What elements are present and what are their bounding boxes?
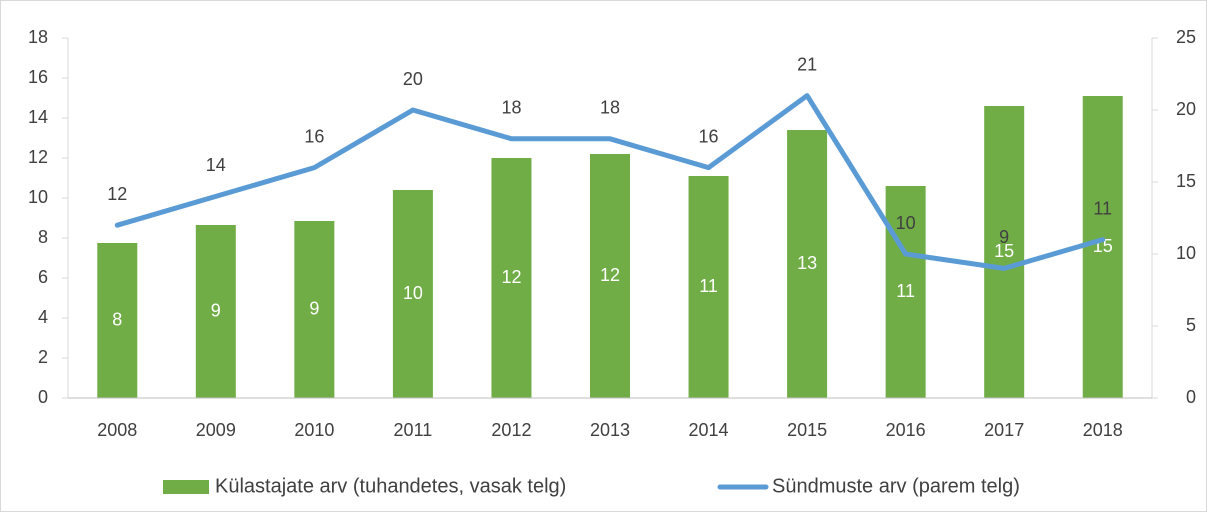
line-label: 16: [699, 126, 719, 146]
x-tick-label: 2016: [886, 420, 926, 440]
line-label: 12: [107, 184, 127, 204]
bar: [885, 186, 926, 398]
y-tick-label: 12: [28, 147, 48, 167]
bar: [392, 190, 433, 398]
y-tick-label: 10: [28, 187, 48, 207]
y-tick-label: 6: [38, 267, 48, 287]
bar-label: 10: [403, 283, 423, 303]
bar-label: 12: [501, 267, 521, 287]
x-tick-label: 2011: [394, 420, 433, 440]
bar-label: 11: [896, 281, 915, 301]
y2-tick-label: 5: [1186, 315, 1196, 335]
line-label: 16: [304, 126, 324, 146]
bar: [195, 225, 236, 398]
bar: [491, 158, 532, 398]
bar: [97, 243, 138, 398]
line-label: 9: [999, 227, 1009, 247]
line-label: 14: [206, 155, 226, 175]
x-tick-label: 2015: [787, 420, 827, 440]
y2-tick-label: 15: [1176, 171, 1196, 191]
line-label: 18: [600, 98, 620, 118]
bar-label: 12: [600, 265, 620, 285]
legend-label: Külastajate arv (tuhandetes, vasak telg): [215, 475, 566, 497]
bar: [787, 130, 828, 398]
y-tick-label: 4: [38, 307, 48, 327]
x-tick-label: 2010: [294, 420, 334, 440]
line-label: 21: [797, 54, 817, 74]
y-tick-label: 16: [28, 67, 48, 87]
x-tick-label: 2012: [491, 420, 531, 440]
x-tick-label: 2013: [590, 420, 630, 440]
line-label: 10: [896, 213, 916, 233]
y2-tick-label: 25: [1176, 27, 1196, 47]
bar: [294, 221, 335, 398]
y-tick-label: 18: [28, 27, 48, 47]
x-tick-label: 2008: [97, 420, 137, 440]
bar-label: 11: [699, 276, 718, 296]
bar: [590, 154, 630, 398]
line: [114, 93, 1106, 271]
bar-label: 9: [309, 298, 319, 318]
legend-swatch: [163, 480, 209, 494]
x-tick-label: 2017: [984, 420, 1024, 440]
x-tick-label: 2009: [196, 420, 236, 440]
bar: [984, 106, 1025, 398]
y-tick-label: 14: [28, 107, 48, 127]
x-tick-label: 2014: [689, 420, 729, 440]
y-tick-label: 0: [38, 387, 48, 407]
bar-label: 9: [211, 300, 221, 320]
line-label: 11: [1093, 198, 1112, 218]
y2-tick-label: 20: [1176, 99, 1196, 119]
y-tick-label: 8: [38, 227, 48, 247]
bar-label: 8: [112, 309, 122, 329]
line-label: 18: [501, 98, 521, 118]
bar-label: 13: [797, 253, 817, 273]
legend-label: Sündmuste arv (parem telg): [772, 475, 1020, 497]
y2-tick-label: 0: [1186, 387, 1196, 407]
bar: [688, 176, 729, 398]
bar: [1082, 96, 1123, 398]
bar-label: 15: [994, 241, 1014, 261]
x-tick-label: 2018: [1083, 420, 1123, 440]
y2-tick-label: 10: [1176, 243, 1196, 263]
y-tick-label: 2: [38, 347, 48, 367]
line-label: 20: [403, 69, 423, 89]
